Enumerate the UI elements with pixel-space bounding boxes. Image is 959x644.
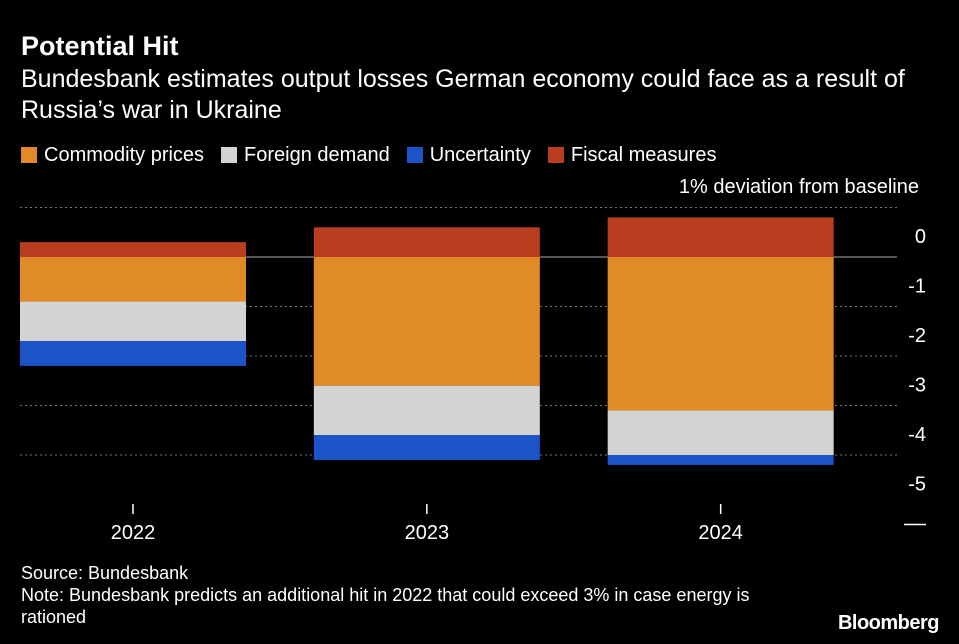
y-axis-unit-label: 1% deviation from baseline bbox=[678, 176, 919, 198]
bar-segment-fiscal-measures-2023 bbox=[313, 227, 540, 257]
y-tick-label: -1 bbox=[908, 276, 926, 298]
y-tick-label: 0 bbox=[915, 226, 926, 248]
y-tick-label: -5 bbox=[908, 474, 926, 496]
bar-segment-uncertainty-2023 bbox=[313, 435, 540, 460]
legend-label-foreign-demand: Foreign demand bbox=[244, 144, 390, 166]
bar-segment-fiscal-measures-2024 bbox=[607, 217, 834, 257]
footnote: Note: Bundesbank predicts an additional … bbox=[21, 585, 750, 627]
chart-title: Potential Hit bbox=[21, 31, 179, 61]
legend-swatch-fiscal-measures bbox=[547, 147, 564, 163]
y-tick-label: -3 bbox=[908, 375, 926, 397]
bar-segment-fiscal-measures-2022 bbox=[20, 242, 246, 257]
x-tick-label: 2022 bbox=[111, 522, 156, 544]
legend-item-uncertainty: Uncertainty bbox=[406, 142, 531, 168]
legend-label-commodity-prices: Commodity prices bbox=[44, 144, 205, 166]
chart-subtitle: Bundesbank estimates output losses Germa… bbox=[21, 65, 905, 124]
legend-label-uncertainty: Uncertainty bbox=[429, 144, 531, 166]
bar-segment-uncertainty-2024 bbox=[607, 455, 834, 465]
y-tick-label: -2 bbox=[908, 325, 926, 347]
x-tick-label: 2023 bbox=[405, 522, 450, 544]
source-note: Source: Bundesbank bbox=[21, 563, 189, 583]
legend-swatch-foreign-demand bbox=[221, 147, 238, 163]
legend-item-fiscal-measures: Fiscal measures bbox=[547, 142, 717, 168]
legend-item-commodity-prices: Commodity prices bbox=[21, 142, 204, 168]
chart-legend: Commodity prices Foreign demand Uncertai… bbox=[21, 142, 716, 168]
bar-segment-commodity-prices-2024 bbox=[607, 257, 834, 411]
bar-segment-commodity-prices-2023 bbox=[313, 257, 540, 386]
bar-segment-foreign-demand-2022 bbox=[20, 301, 246, 342]
legend-swatch-commodity-prices bbox=[21, 147, 37, 163]
stacked-bar-chart: 0 -1 -2 -3 -4 -5 2022 2023 2024 bbox=[20, 207, 926, 544]
bloomberg-logo: Bloomberg bbox=[837, 612, 940, 634]
y-tick-label: -4 bbox=[908, 424, 926, 446]
legend-label-fiscal-measures: Fiscal measures bbox=[570, 144, 717, 166]
legend-item-foreign-demand: Foreign demand bbox=[221, 142, 390, 168]
x-tick-label: 2024 bbox=[698, 522, 743, 544]
bar-segment-commodity-prices-2022 bbox=[20, 257, 246, 302]
legend-swatch-uncertainty bbox=[406, 147, 423, 163]
bar-segment-uncertainty-2022 bbox=[20, 341, 246, 366]
bar-segment-foreign-demand-2024 bbox=[607, 410, 834, 455]
bar-segment-foreign-demand-2023 bbox=[313, 385, 540, 436]
